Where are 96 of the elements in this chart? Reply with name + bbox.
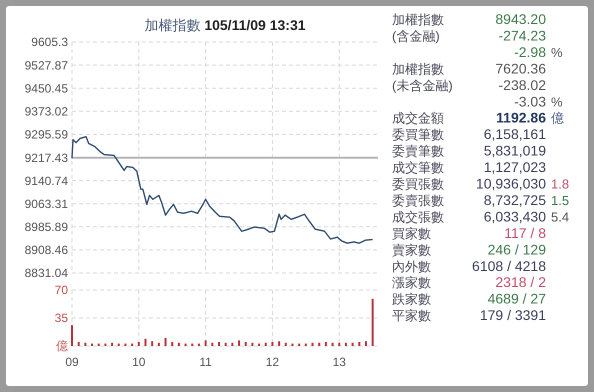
bar (271, 342, 274, 346)
text: -238.02 (498, 76, 546, 93)
text: 6,158,161 (484, 126, 546, 142)
bar (312, 342, 314, 346)
text: 4689 / 27 (488, 290, 546, 307)
category-label: 1.8 (551, 176, 570, 192)
y-tick-label: 9217.43 (24, 150, 68, 165)
x-tick-label: 10 (132, 355, 146, 369)
y-tick-label: 35 (54, 311, 68, 326)
category-label: 委賣張數 (392, 192, 444, 208)
bar (278, 341, 280, 346)
x-tick-label: 13 (332, 355, 346, 369)
y-tick-label: 9373.02 (24, 104, 68, 118)
text: 246 / 129 (488, 241, 546, 258)
bar (211, 342, 214, 346)
y-tick-label: 9295.59 (24, 128, 68, 142)
category-label: % (551, 44, 563, 60)
bar (231, 342, 234, 346)
y-tick-label: 9450.45 (24, 81, 68, 96)
bar (224, 342, 227, 346)
text: 8943.20 (495, 11, 546, 27)
bar (372, 298, 374, 346)
bar (111, 342, 114, 346)
bar (78, 342, 80, 346)
line-series (71, 136, 373, 244)
text: 1,127,023 (484, 159, 546, 176)
text: -2.98 (514, 44, 546, 60)
bar (204, 340, 207, 346)
x-tick-label: 12 (266, 355, 280, 369)
x-tick-label: 09 (65, 355, 79, 369)
category-label: 億 (551, 110, 564, 126)
bar (364, 341, 367, 346)
bar (164, 338, 167, 346)
bar (251, 342, 254, 346)
text: 7620.36 (495, 60, 546, 76)
bar (358, 342, 360, 346)
bar (284, 342, 287, 346)
x-tick-label: 11 (199, 355, 212, 369)
category-label: 1.5 (551, 192, 570, 208)
text: 8,732,725 (484, 192, 546, 208)
category-label: 漲家數 (392, 275, 431, 290)
category-label: 內外數 (392, 258, 431, 274)
bar (352, 342, 354, 346)
bar (244, 342, 247, 346)
bar (218, 342, 220, 346)
bar (332, 342, 334, 346)
category-label: 平家數 (392, 308, 431, 324)
category-label: 跌家數 (392, 292, 431, 307)
bar (178, 342, 180, 346)
bar (318, 342, 320, 346)
bar (338, 342, 340, 346)
category-label: 成交張數 (392, 209, 444, 224)
y-tick-label: 億 (56, 339, 68, 354)
category-label: 委買筆數 (392, 127, 444, 142)
category-label: 成交金額 (392, 110, 444, 126)
bar (324, 342, 327, 346)
y-tick-label: 70 (54, 283, 68, 298)
category-label: 成交筆數 (392, 160, 444, 176)
bar (144, 338, 146, 346)
category-label: 買家數 (392, 226, 431, 241)
bar (84, 342, 86, 346)
y-tick-label: 8908.46 (24, 243, 68, 258)
text: 6,033,430 (484, 208, 546, 224)
text: 117 / 8 (504, 224, 546, 241)
category-label: 5.4 (551, 209, 570, 224)
category-label: (未含金融) (392, 78, 453, 93)
y-tick-label: 9527.87 (24, 58, 68, 72)
text: 179 / 3391 (480, 307, 546, 324)
bar (238, 340, 240, 346)
bar (344, 342, 347, 346)
category-label: (含金融) (392, 28, 440, 44)
category-label: 賣家數 (392, 242, 431, 258)
text: 10,936,030 (476, 176, 546, 192)
category-label: 委賣筆數 (392, 144, 444, 159)
bar (171, 342, 174, 346)
bar (71, 325, 73, 346)
y-tick-label: 8831.04 (24, 266, 68, 280)
text: 6108 / 4218 (472, 258, 546, 274)
y-tick-label: 9063.31 (24, 196, 68, 211)
chart-title: 加權指數 105/11/09 13:31 (144, 17, 306, 33)
text: -274.23 (498, 27, 546, 44)
bar (264, 342, 267, 346)
y-tick-label: 9140.74 (24, 174, 68, 188)
bar (138, 342, 140, 346)
bar (158, 342, 160, 346)
category-label: 加權指數 (392, 61, 444, 76)
y-tick-label: 9605.3 (31, 35, 68, 50)
text: 5,831,019 (484, 142, 546, 159)
text: 1192.86 (496, 110, 546, 126)
text: -3.03 (514, 93, 546, 110)
bar (151, 341, 154, 346)
y-tick-label: 8985.89 (24, 220, 68, 234)
category-label: 委買張數 (392, 176, 444, 192)
text: 2318 / 2 (495, 274, 546, 290)
category-label: 加權指數 (392, 12, 444, 27)
category-label: % (551, 94, 563, 110)
